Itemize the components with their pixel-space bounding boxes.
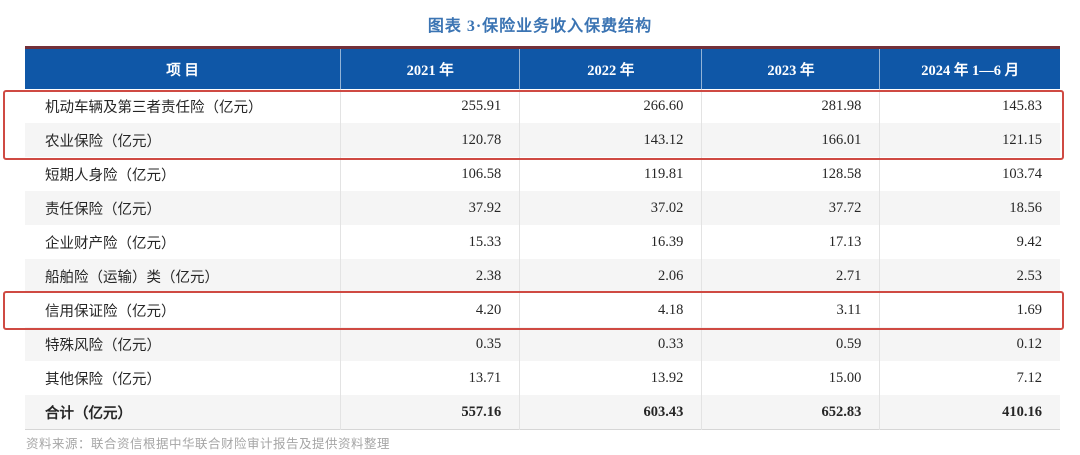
cell-value: 121.15 (1002, 131, 1042, 148)
cell-value: 0.33 (519, 327, 703, 361)
page-title: 图表 3·保险业务收入保费结构 (427, 18, 653, 35)
cell-value: 128.58 (701, 157, 881, 191)
cell-value: 15.33 (340, 225, 521, 259)
row-label: 信用保证险（亿元） (25, 293, 342, 327)
row-label: 责任保险（亿元） (25, 191, 342, 225)
cell-value: 17.13 (701, 225, 881, 259)
cell-value: 603.43 (519, 395, 703, 430)
cell-value: 103.74 (1002, 165, 1042, 182)
cell-value: 2.38 (340, 259, 521, 293)
cell-value: 410.16 (1002, 403, 1042, 420)
cell-value: 281.98 (701, 89, 881, 123)
table-row: 短期人身险（亿元） 106.58 119.81 128.58 103.74 (25, 157, 1060, 191)
premium-structure-table: 项 目 2021 年 2022 年 2023 年 2024 年 1—6 月 机动… (25, 46, 1060, 430)
cell-value: 18.56 (1009, 199, 1042, 216)
table-row: 其他保险（亿元） 13.71 13.92 15.00 7.12 (25, 361, 1060, 395)
column-header-2021: 2021 年 (340, 47, 521, 89)
cell-value: 266.60 (519, 89, 703, 123)
cell-value: 37.02 (519, 191, 703, 225)
premium-structure-table-wrap: 项 目 2021 年 2022 年 2023 年 2024 年 1—6 月 机动… (25, 46, 1060, 430)
cell-value: 16.39 (519, 225, 703, 259)
cell-value: 15.00 (701, 361, 881, 395)
table-row: 特殊风险（亿元） 0.35 0.33 0.59 0.12 (25, 327, 1060, 361)
cell-value: 0.12 (1016, 335, 1042, 352)
cell-value: 106.58 (340, 157, 521, 191)
cell-value: 557.16 (340, 395, 521, 430)
cell-value: 37.72 (701, 191, 881, 225)
cell-value: 7.12 (1016, 369, 1042, 386)
column-header-2022: 2022 年 (519, 47, 703, 89)
cell-value: 3.11 (701, 293, 881, 327)
column-header-item: 项 目 (25, 47, 342, 89)
row-label: 农业保险（亿元） (25, 123, 342, 157)
cell-value: 4.18 (519, 293, 703, 327)
table-row: 信用保证险（亿元） 4.20 4.18 3.11 1.69 (25, 293, 1060, 327)
row-label: 机动车辆及第三者责任险（亿元） (25, 89, 342, 123)
table-row: 农业保险（亿元） 120.78 143.12 166.01 121.15 (25, 123, 1060, 157)
row-label: 企业财产险（亿元） (25, 225, 342, 259)
row-label: 短期人身险（亿元） (25, 157, 342, 191)
row-label: 合计（亿元） (25, 395, 342, 430)
table-row: 企业财产险（亿元） 15.33 16.39 17.13 9.42 (25, 225, 1060, 259)
cell-value: 145.83 (1002, 97, 1042, 114)
cell-value: 2.71 (701, 259, 881, 293)
table-row-total: 合计（亿元） 557.16 603.43 652.83 410.16 (25, 395, 1060, 430)
row-label: 船舶险（运输）类（亿元） (25, 259, 342, 293)
cell-value: 0.35 (340, 327, 521, 361)
cell-value: 9.42 (1016, 233, 1042, 250)
cell-value: 0.59 (701, 327, 881, 361)
cell-value: 2.53 (1016, 267, 1042, 284)
source-note: 资料来源：联合资信根据中华联合财险审计报告及提供资料整理 (26, 437, 391, 451)
table-body: 机动车辆及第三者责任险（亿元） 255.91 266.60 281.98 145.83 农… (25, 89, 1060, 430)
table-row: 责任保险（亿元） 37.92 37.02 37.72 18.56 (25, 191, 1060, 225)
column-header-2024h1: 2024 年 1—6 月 (879, 47, 1060, 89)
table-row: 机动车辆及第三者责任险（亿元） 255.91 266.60 281.98 145.83 (25, 89, 1060, 123)
cell-value: 37.92 (340, 191, 521, 225)
header-row: 项 目 2021 年 2022 年 2023 年 2024 年 1—6 月 (25, 47, 1060, 89)
cell-value: 13.71 (340, 361, 521, 395)
cell-value: 1.69 (1016, 301, 1042, 318)
cell-value: 143.12 (519, 123, 703, 157)
cell-value: 2.06 (519, 259, 703, 293)
cell-value: 13.92 (519, 361, 703, 395)
cell-value: 120.78 (340, 123, 521, 157)
cell-value: 255.91 (340, 89, 521, 123)
cell-value: 119.81 (519, 157, 703, 191)
cell-value: 166.01 (701, 123, 881, 157)
cell-value: 4.20 (340, 293, 521, 327)
row-label: 特殊风险（亿元） (25, 327, 342, 361)
table-row: 船舶险（运输）类（亿元） 2.38 2.06 2.71 2.53 (25, 259, 1060, 293)
row-label: 其他保险（亿元） (25, 361, 342, 395)
cell-value: 652.83 (701, 395, 881, 430)
column-header-2023: 2023 年 (701, 47, 881, 89)
